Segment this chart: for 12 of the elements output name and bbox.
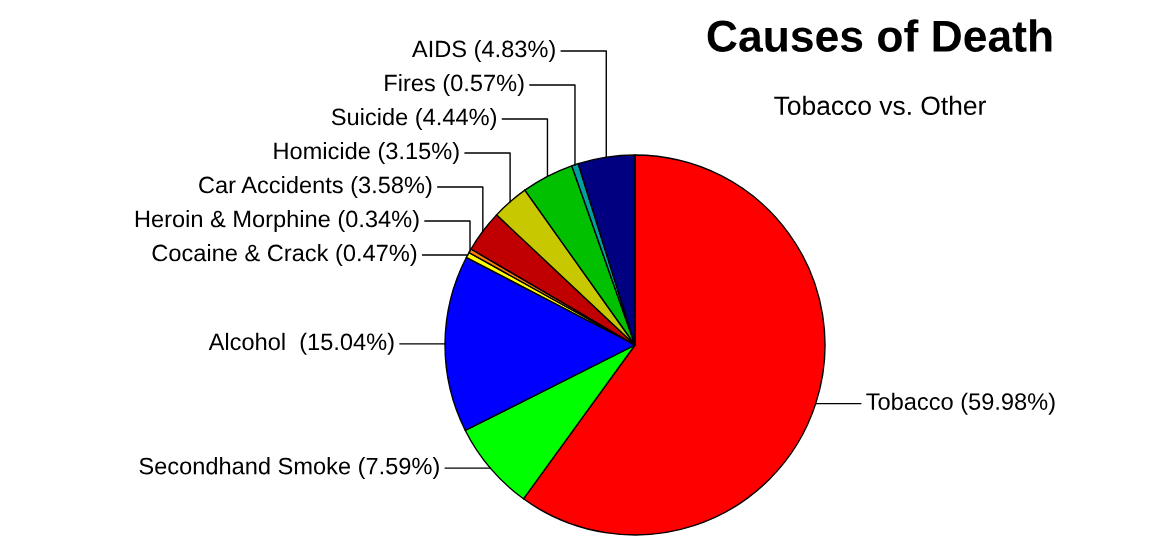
slice-label: Suicide (4.44%)	[331, 108, 496, 130]
slice-label: Cocaine & Crack (0.47%)	[152, 244, 417, 266]
slice-label: Homicide (3.15%)	[274, 142, 459, 164]
slice-label: Car Accidents (3.58%)	[199, 176, 432, 198]
slice-label: Secondhand Smoke (7.59%)	[139, 457, 439, 480]
chart-title: Causes of Death	[707, 19, 1052, 52]
text: Tobacco vs. Other	[774, 95, 986, 116]
slice-label: Fires (0.57%)	[385, 74, 524, 96]
slice-label: Tobacco (59.98%)	[866, 392, 1055, 415]
slice-label: AIDS (4.83%)	[411, 40, 555, 62]
slice-label: Heroin & Morphine (0.34%)	[135, 210, 419, 233]
slice-label: Alcohol (15.04%)	[208, 332, 394, 355]
